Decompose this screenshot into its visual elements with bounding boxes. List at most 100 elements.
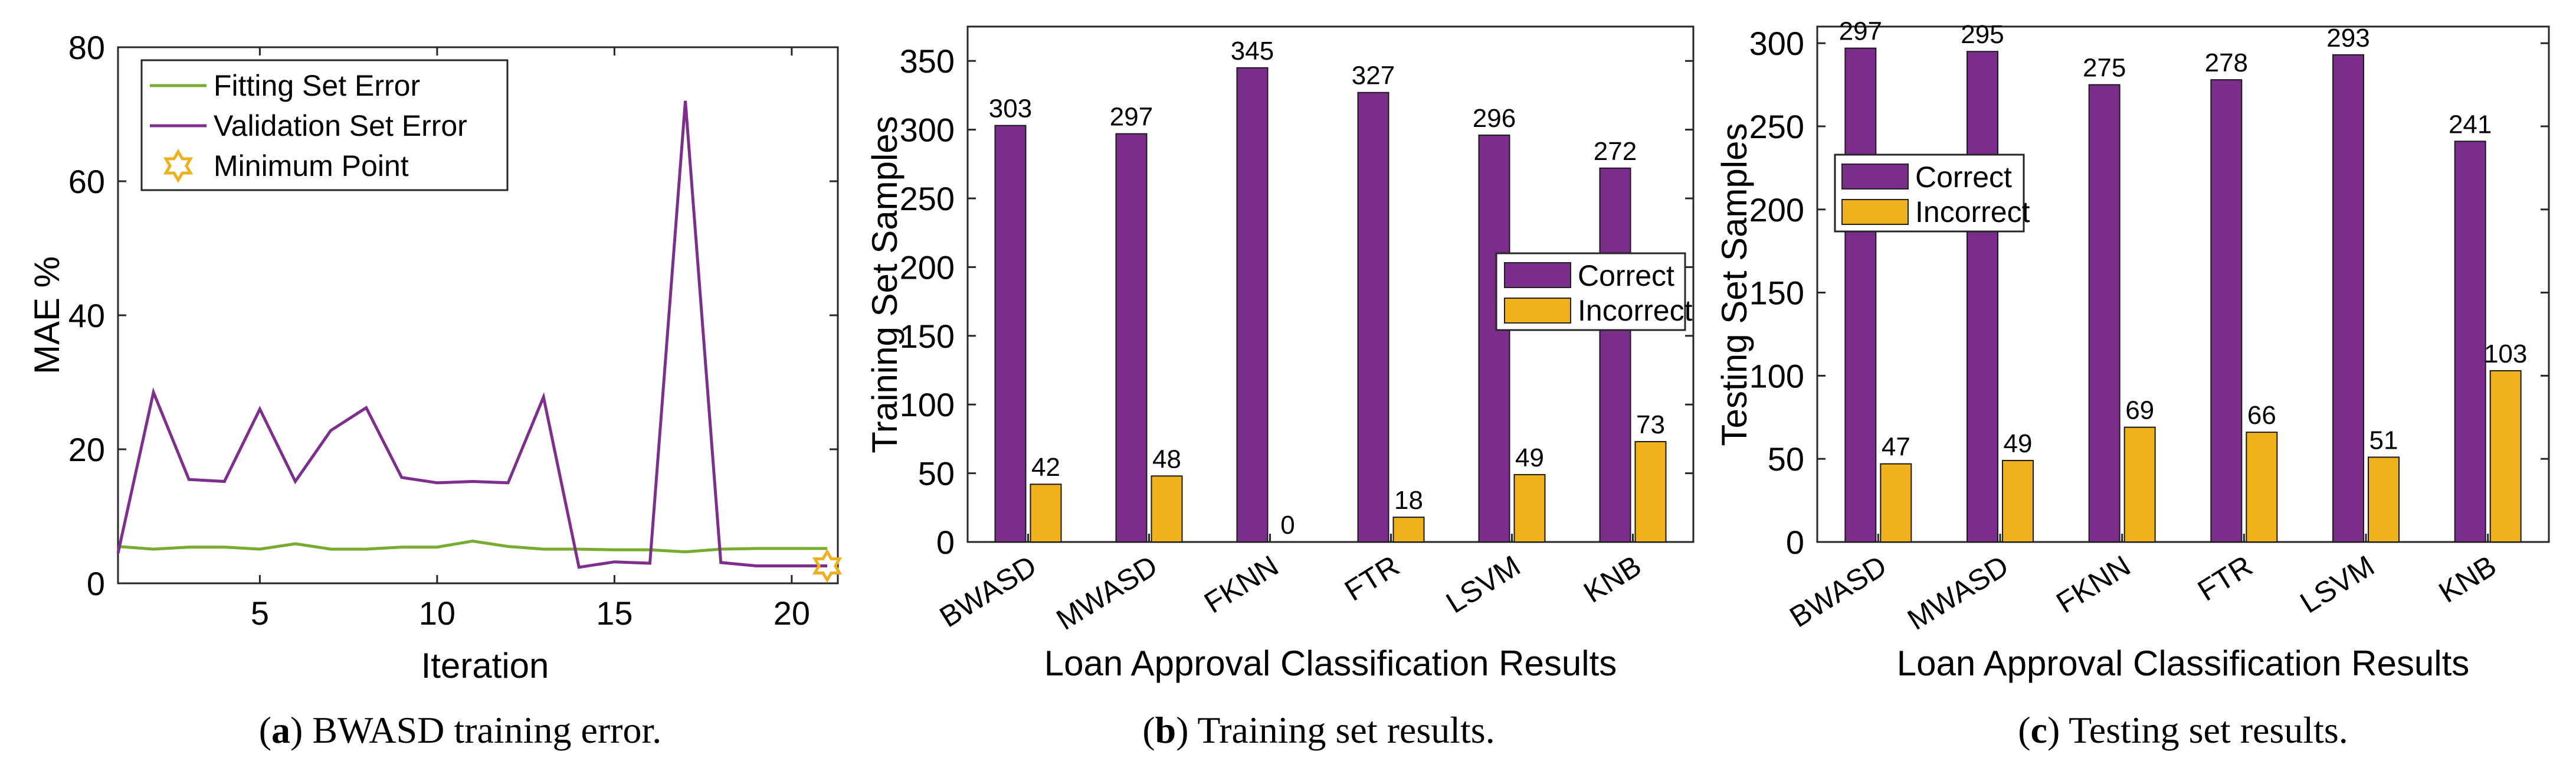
legend-incorrect-label: Incorrect bbox=[1915, 195, 2030, 228]
caption-c-text: Testing set results. bbox=[2069, 709, 2348, 751]
panel-a-line-chart: 0 20 40 60 80 5 10 15 20 MAE % Iteration Fittin… bbox=[27, 29, 843, 685]
panel-c-legend: Correct Incorrect bbox=[1834, 154, 2030, 233]
bar-value-label: 42 bbox=[1031, 453, 1060, 482]
minimum-point-marker bbox=[812, 548, 843, 583]
bar-value-label: 69 bbox=[2125, 396, 2154, 425]
legend-minimum-label: Minimum Point bbox=[214, 149, 409, 182]
caption-c: (c) Testing set results. bbox=[2018, 709, 2348, 751]
category-label: MWASD bbox=[1051, 549, 1164, 636]
y-tick-label: 200 bbox=[900, 249, 955, 286]
bar-value-label: 0 bbox=[1280, 511, 1294, 540]
bar-correct bbox=[2454, 141, 2486, 543]
y-tick-label: 40 bbox=[68, 297, 105, 334]
category-label: LSVM bbox=[2295, 549, 2380, 620]
bar-value-label: 295 bbox=[1961, 20, 2004, 49]
bar-value-label: 297 bbox=[1110, 103, 1153, 132]
panel-a-x-axis-label: Iteration bbox=[421, 646, 549, 685]
bar-incorrect bbox=[2368, 456, 2400, 543]
bar-correct bbox=[1115, 133, 1148, 543]
bar-value-label: 272 bbox=[1594, 137, 1637, 166]
bar-value-label: 303 bbox=[989, 94, 1032, 123]
bar-correct bbox=[1236, 67, 1269, 543]
bar-value-label: 73 bbox=[1636, 410, 1665, 439]
panel-b-bars: 303 42 297 48 345 0 327 18 296 49 272 73 bbox=[989, 37, 1667, 543]
category-label: FKNN bbox=[2050, 549, 2136, 620]
category-label: KNB bbox=[2433, 549, 2502, 609]
y-tick-label: 200 bbox=[1749, 191, 1804, 228]
y-tick-label: 300 bbox=[900, 112, 955, 149]
bar-value-label: 49 bbox=[1515, 443, 1544, 472]
bar-correct bbox=[2332, 54, 2364, 543]
bar-incorrect bbox=[2002, 460, 2034, 543]
y-tick-label: 150 bbox=[1749, 275, 1804, 312]
bar-correct bbox=[994, 125, 1027, 543]
caption-b: (b) Training set results. bbox=[1142, 709, 1495, 751]
panel-a-x-ticks: 5 10 15 20 bbox=[251, 47, 810, 632]
y-tick-label: 0 bbox=[936, 524, 955, 561]
panel-c-y-ticks: 0 50 100 150 200 250 300 bbox=[1749, 25, 2549, 561]
x-tick-label: 5 bbox=[251, 595, 269, 632]
y-tick-label: 350 bbox=[900, 43, 955, 80]
bar-correct bbox=[1967, 51, 1998, 543]
bar-incorrect bbox=[1634, 441, 1667, 543]
category-label: BWASD bbox=[1784, 549, 1893, 634]
bar-value-label: 293 bbox=[2326, 24, 2369, 53]
bar-value-label: 241 bbox=[2449, 110, 2492, 139]
y-tick-label: 100 bbox=[900, 386, 955, 423]
category-label: FKNN bbox=[1198, 549, 1284, 620]
panel-c-y-axis-label: Testing Set Samples bbox=[1715, 123, 1754, 446]
y-tick-label: 20 bbox=[68, 431, 105, 468]
bar-value-label: 275 bbox=[2083, 54, 2126, 83]
legend-minimum-swatch bbox=[163, 149, 194, 183]
caption-a-text: BWASD training error. bbox=[312, 709, 661, 751]
panel-a-y-axis-label: MAE % bbox=[27, 256, 67, 374]
x-tick-label: 10 bbox=[419, 595, 455, 632]
x-tick-label: 20 bbox=[774, 595, 810, 632]
panel-c-category-labels: BWASD MWASD FKNN FTR LSVM KNB bbox=[1784, 534, 2502, 636]
panel-b-y-ticks: 0 50 100 150 200 250 300 350 bbox=[900, 43, 1693, 561]
category-label: FTR bbox=[1339, 549, 1405, 608]
bar-value-label: 296 bbox=[1473, 104, 1516, 133]
category-label: BWASD bbox=[934, 549, 1043, 634]
bar-value-label: 47 bbox=[1882, 433, 1910, 462]
legend-validation-label: Validation Set Error bbox=[214, 109, 467, 142]
bar-incorrect bbox=[1151, 475, 1183, 543]
bar-incorrect bbox=[1880, 463, 1912, 543]
legend-correct-swatch bbox=[1841, 164, 1909, 190]
y-tick-label: 300 bbox=[1749, 25, 1804, 62]
legend-correct-swatch bbox=[1504, 262, 1571, 288]
caption-c-letter: c bbox=[2031, 709, 2047, 751]
bar-correct bbox=[2088, 84, 2121, 543]
panel-a-y-ticks: 0 20 40 60 80 bbox=[68, 29, 838, 602]
y-tick-label: 150 bbox=[900, 318, 955, 355]
bar-value-label: 297 bbox=[1839, 17, 1882, 46]
legend-correct-label: Correct bbox=[1915, 161, 2012, 194]
y-tick-label: 60 bbox=[68, 163, 105, 200]
y-tick-label: 0 bbox=[87, 565, 105, 602]
bar-value-label: 278 bbox=[2205, 48, 2248, 77]
y-tick-label: 100 bbox=[1749, 357, 1804, 394]
caption-b-letter: b bbox=[1155, 709, 1176, 751]
category-label: FTR bbox=[2192, 549, 2258, 608]
panel-b-category-labels: BWASD MWASD FKNN FTR LSVM KNB bbox=[934, 534, 1647, 636]
bar-correct bbox=[2210, 79, 2243, 543]
legend-incorrect-swatch bbox=[1504, 298, 1571, 324]
panel-b-bar-chart: 0 50 100 150 200 250 300 350 303 42 297 48 345 0 327 1… bbox=[865, 25, 1695, 683]
caption-a-letter: a bbox=[271, 709, 290, 751]
bar-value-label: 66 bbox=[2247, 401, 2276, 430]
legend-fitting-label: Fitting Set Error bbox=[214, 69, 420, 102]
category-label: MWASD bbox=[1902, 549, 2014, 636]
bar-correct bbox=[1357, 92, 1389, 543]
x-tick-label: 15 bbox=[596, 595, 632, 632]
bar-incorrect bbox=[1513, 473, 1546, 543]
y-tick-label: 50 bbox=[1768, 440, 1804, 478]
bar-value-label: 327 bbox=[1352, 61, 1395, 90]
bar-correct bbox=[1478, 134, 1510, 543]
fitting-set-error-line bbox=[117, 539, 827, 554]
panel-b-legend: Correct Incorrect bbox=[1495, 252, 1693, 331]
legend-incorrect-swatch bbox=[1841, 199, 1909, 225]
bar-incorrect bbox=[1392, 517, 1425, 543]
y-tick-label: 50 bbox=[918, 455, 955, 492]
bar-incorrect bbox=[2489, 370, 2522, 543]
